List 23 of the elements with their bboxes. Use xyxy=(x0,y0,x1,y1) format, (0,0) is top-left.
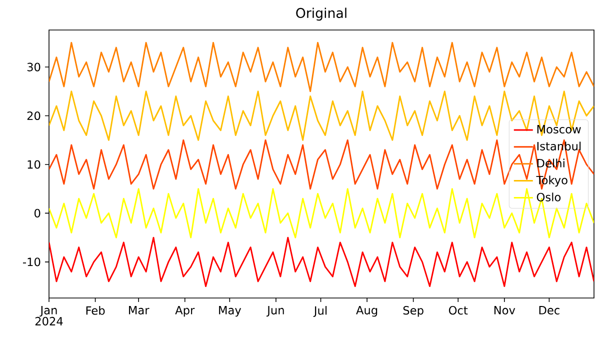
y-tick-label: 20 xyxy=(27,111,40,120)
y-tick-label: 30 xyxy=(27,62,40,72)
x-tick-label: Jan xyxy=(40,306,57,317)
x-tick-label: Dec xyxy=(539,306,560,314)
x-tick-label: Feb xyxy=(86,306,105,315)
x-tick-label: Jul xyxy=(313,306,327,317)
x-tick-label: Mar xyxy=(129,306,150,314)
line-series xyxy=(49,188,594,238)
y-tick-label: 0 xyxy=(34,208,40,218)
x-tick-label: Apr xyxy=(175,306,195,317)
x-tick-label: Nov xyxy=(494,306,516,314)
line-series xyxy=(49,90,594,141)
text: 2024 xyxy=(35,316,63,326)
x-tick-label: Oct xyxy=(448,306,468,315)
x-tick-label: Jun xyxy=(266,306,284,317)
x-tick-label: Aug xyxy=(356,306,378,317)
line-series xyxy=(49,236,594,288)
x-tick-label: Sep xyxy=(403,306,424,317)
x-tick-label: May xyxy=(219,306,242,317)
y-tick-label: -10 xyxy=(22,258,40,266)
y-tick-label: 10 xyxy=(28,160,40,169)
chart-title: Original xyxy=(296,8,346,21)
legend-label: Oslo xyxy=(536,192,561,202)
